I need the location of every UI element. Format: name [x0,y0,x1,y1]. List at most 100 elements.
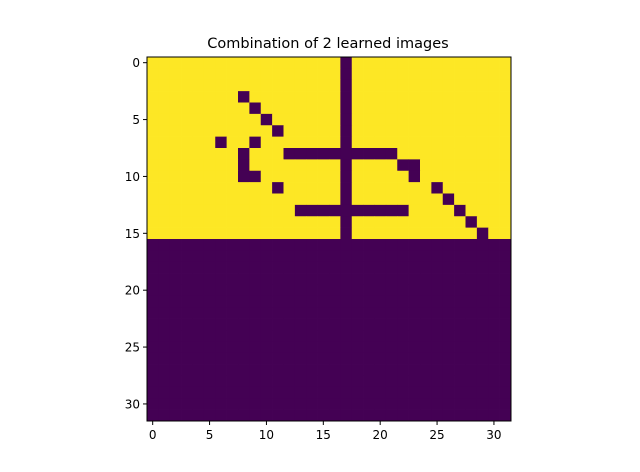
heatmap-cell [215,386,227,399]
heatmap-cell [238,386,250,399]
heatmap-cell [476,273,489,285]
heatmap-cell [294,386,307,399]
heatmap-cell [272,159,284,172]
heatmap-cell [363,216,375,228]
heatmap-cell [272,261,284,274]
heatmap-cell [192,79,205,92]
heatmap-cell [465,352,478,365]
heatmap-cell [431,91,444,103]
heatmap-cell [488,352,500,365]
heatmap-cell [306,102,318,115]
heatmap-cell [260,352,273,365]
heatmap-cell [351,318,364,331]
heatmap-cell [317,136,330,149]
heatmap-cell [431,364,444,376]
heatmap-cell [272,182,284,194]
heatmap-cell [203,364,216,376]
heatmap-cell [158,136,171,149]
heatmap-cell [465,250,478,263]
heatmap-cell [306,375,318,388]
heatmap-cell [454,273,466,285]
heatmap-cell [238,182,250,194]
heatmap-cell [203,352,216,365]
heatmap-cell [499,330,512,342]
heatmap-cell [340,318,353,331]
heatmap-cell [249,204,262,217]
heatmap-cell [340,295,353,308]
heatmap-cell [454,330,466,342]
heatmap-cell [499,182,512,194]
heatmap-cell [397,216,409,228]
heatmap-cell [238,239,250,251]
heatmap-cell [317,148,330,160]
heatmap-cell [454,170,466,183]
heatmap-cell [317,113,330,126]
heatmap-cell [340,136,353,149]
heatmap-cell [351,330,364,342]
heatmap-cell [181,136,193,149]
heatmap-cell [465,341,478,354]
heatmap-cell [488,318,500,331]
y-axis: 0 5 10 15 20 25 30 [125,56,147,411]
heatmap-cell [488,182,500,194]
heatmap-cell [317,57,330,69]
heatmap-cell [238,318,250,331]
heatmap-cell [294,284,307,297]
heatmap-cell [147,182,159,194]
heatmap-cell [397,227,409,240]
heatmap-cell [147,113,159,126]
heatmap-cell [317,102,330,115]
heatmap-cell [181,239,193,251]
heatmap-cell [465,182,478,194]
heatmap-cell [317,193,330,206]
heatmap-cell [363,284,375,297]
heatmap-cell [158,216,171,228]
heatmap-cell [181,250,193,263]
heatmap-cell [260,273,273,285]
heatmap-cell [158,273,171,285]
heatmap-cell [294,352,307,365]
heatmap-cell [385,68,398,81]
heatmap-cell [317,91,330,103]
heatmap-cell [203,136,216,149]
heatmap-cell [147,68,159,81]
heatmap-cell [260,239,273,251]
heatmap-cell [442,136,455,149]
heatmap-cell [431,398,444,410]
heatmap-cell [397,398,409,410]
heatmap-cell [169,216,182,228]
heatmap-cell [260,295,273,308]
heatmap-cell [226,250,239,263]
heatmap-cell [181,318,193,331]
heatmap-cell [260,386,273,399]
heatmap-cell [340,284,353,297]
heatmap-cell [329,386,341,399]
heatmap-cell [249,409,262,422]
heatmap-cell [329,398,341,410]
heatmap-cell [203,307,216,319]
heatmap-cell [260,204,273,217]
heatmap-cell [203,216,216,228]
heatmap-cell [420,227,432,240]
heatmap-cell [215,341,227,354]
heatmap-cell [351,57,364,69]
heatmap-cell [420,284,432,297]
heatmap-cell [397,182,409,194]
heatmap-cell [317,295,330,308]
heatmap-cell [408,273,421,285]
heatmap-cell [420,170,432,183]
heatmap-cell [408,364,421,376]
heatmap-cell [238,193,250,206]
heatmap-cell [260,250,273,263]
heatmap-cell [294,261,307,274]
heatmap-cell [397,375,409,388]
heatmap-cell [374,330,387,342]
heatmap-cell [317,125,330,137]
heatmap-cell [260,307,273,319]
heatmap-cell [363,204,375,217]
heatmap-cell [351,79,364,92]
heatmap-cell [249,170,262,183]
heatmap-cell [499,284,512,297]
heatmap-cell [397,318,409,331]
heatmap-cell [192,125,205,137]
